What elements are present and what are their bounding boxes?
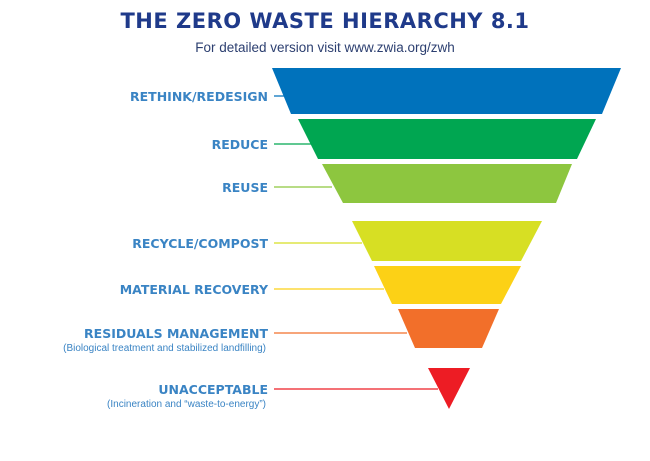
level-label-residuals: RESIDUALS MANAGEMENT: [84, 326, 268, 341]
page-subtitle: For detailed version visit www.zwia.org/…: [195, 40, 455, 55]
tier-reduce: [298, 119, 596, 159]
tier-material-recovery: [374, 266, 521, 304]
tier-residuals-management: [398, 309, 499, 348]
level-note-residuals: (Biological treatment and stabilized lan…: [63, 343, 266, 354]
level-label-recycle: RECYCLE/COMPOST: [132, 236, 268, 251]
level-label-unacceptable: UNACCEPTABLE: [158, 382, 268, 397]
tier-recycle-compost: [352, 221, 542, 261]
level-label-rethink: RETHINK/REDESIGN: [130, 89, 268, 104]
tier-rethink-redesign: [272, 68, 621, 114]
level-note-unacceptable: (Incineration and “waste-to-energy”): [107, 399, 266, 410]
page-title: THE ZERO WASTE HIERARCHY 8.1: [120, 9, 530, 33]
level-label-reuse: REUSE: [222, 180, 268, 195]
level-label-material-recovery: MATERIAL RECOVERY: [119, 282, 268, 297]
tier-reuse: [322, 164, 572, 203]
tier-unacceptable: [428, 368, 470, 409]
level-label-reduce: REDUCE: [211, 137, 268, 152]
